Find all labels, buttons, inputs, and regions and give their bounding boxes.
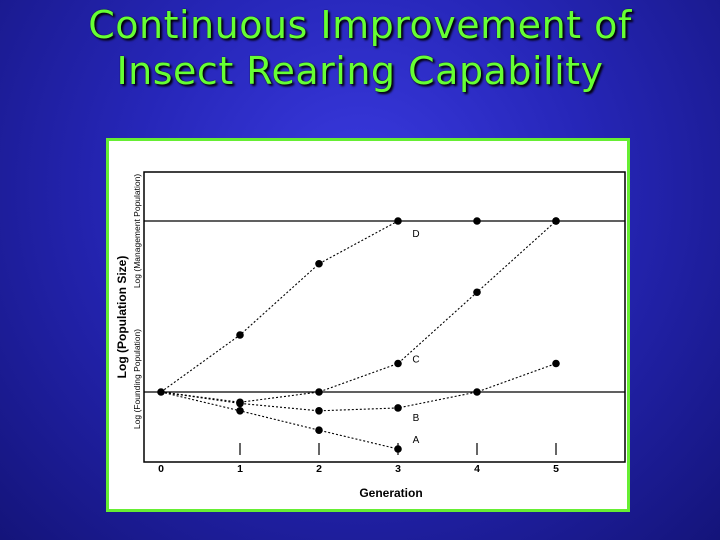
x-tick-label-2: 2 — [316, 463, 322, 475]
title-line-1: Continuous Improvement of — [88, 3, 632, 47]
point-B-gen-1 — [236, 399, 244, 408]
plot-area — [143, 171, 626, 463]
x-tick-label-3: 3 — [395, 463, 401, 475]
point-B-gen-3 — [394, 404, 402, 412]
slide-title: Continuous Improvement of Insect Rearing… — [0, 2, 720, 94]
series-line-C — [160, 220, 557, 403]
x-tick-label-5: 5 — [553, 463, 559, 475]
point-D-gen-2 — [315, 259, 323, 268]
point-D-gen-4 — [473, 217, 481, 225]
point-C-gen-2 — [315, 388, 323, 396]
y-axis-label-management: Log (Management Population) — [132, 174, 142, 289]
point-origin — [157, 388, 165, 396]
x-axis-label: Generation — [359, 486, 422, 500]
point-A-gen-2 — [315, 426, 323, 434]
x-tick-label-4: 4 — [474, 463, 480, 475]
x-tick-label-1: 1 — [237, 463, 243, 475]
point-C-gen-5 — [552, 217, 560, 225]
point-B-gen-4 — [473, 388, 481, 396]
point-A-gen-1 — [236, 407, 244, 415]
point-D-gen-3 — [394, 217, 402, 225]
y-axis-label: Log (Population Size) — [115, 256, 129, 379]
series-label-A: A — [413, 435, 420, 446]
point-C-gen-3 — [394, 359, 402, 368]
x-tick-label-0: 0 — [158, 463, 164, 475]
series-line-A — [160, 391, 399, 450]
point-C-gen-4 — [473, 288, 481, 297]
series-label-D: D — [412, 229, 419, 240]
point-D-gen-1 — [236, 331, 244, 339]
series-label-B: B — [413, 413, 420, 424]
y-axis-label-founding: Log (Founding Population) — [132, 329, 142, 429]
point-B-gen-5 — [552, 359, 560, 368]
point-B-gen-2 — [315, 407, 323, 415]
series-label-C: C — [412, 355, 419, 366]
series-line-B — [160, 362, 557, 412]
series-line-D — [160, 220, 556, 393]
population-chart: D C BA 0 1 2 3 4 5 Generation Log (Population S… — [115, 171, 626, 500]
title-line-2: Insect Rearing Capability — [116, 49, 604, 93]
